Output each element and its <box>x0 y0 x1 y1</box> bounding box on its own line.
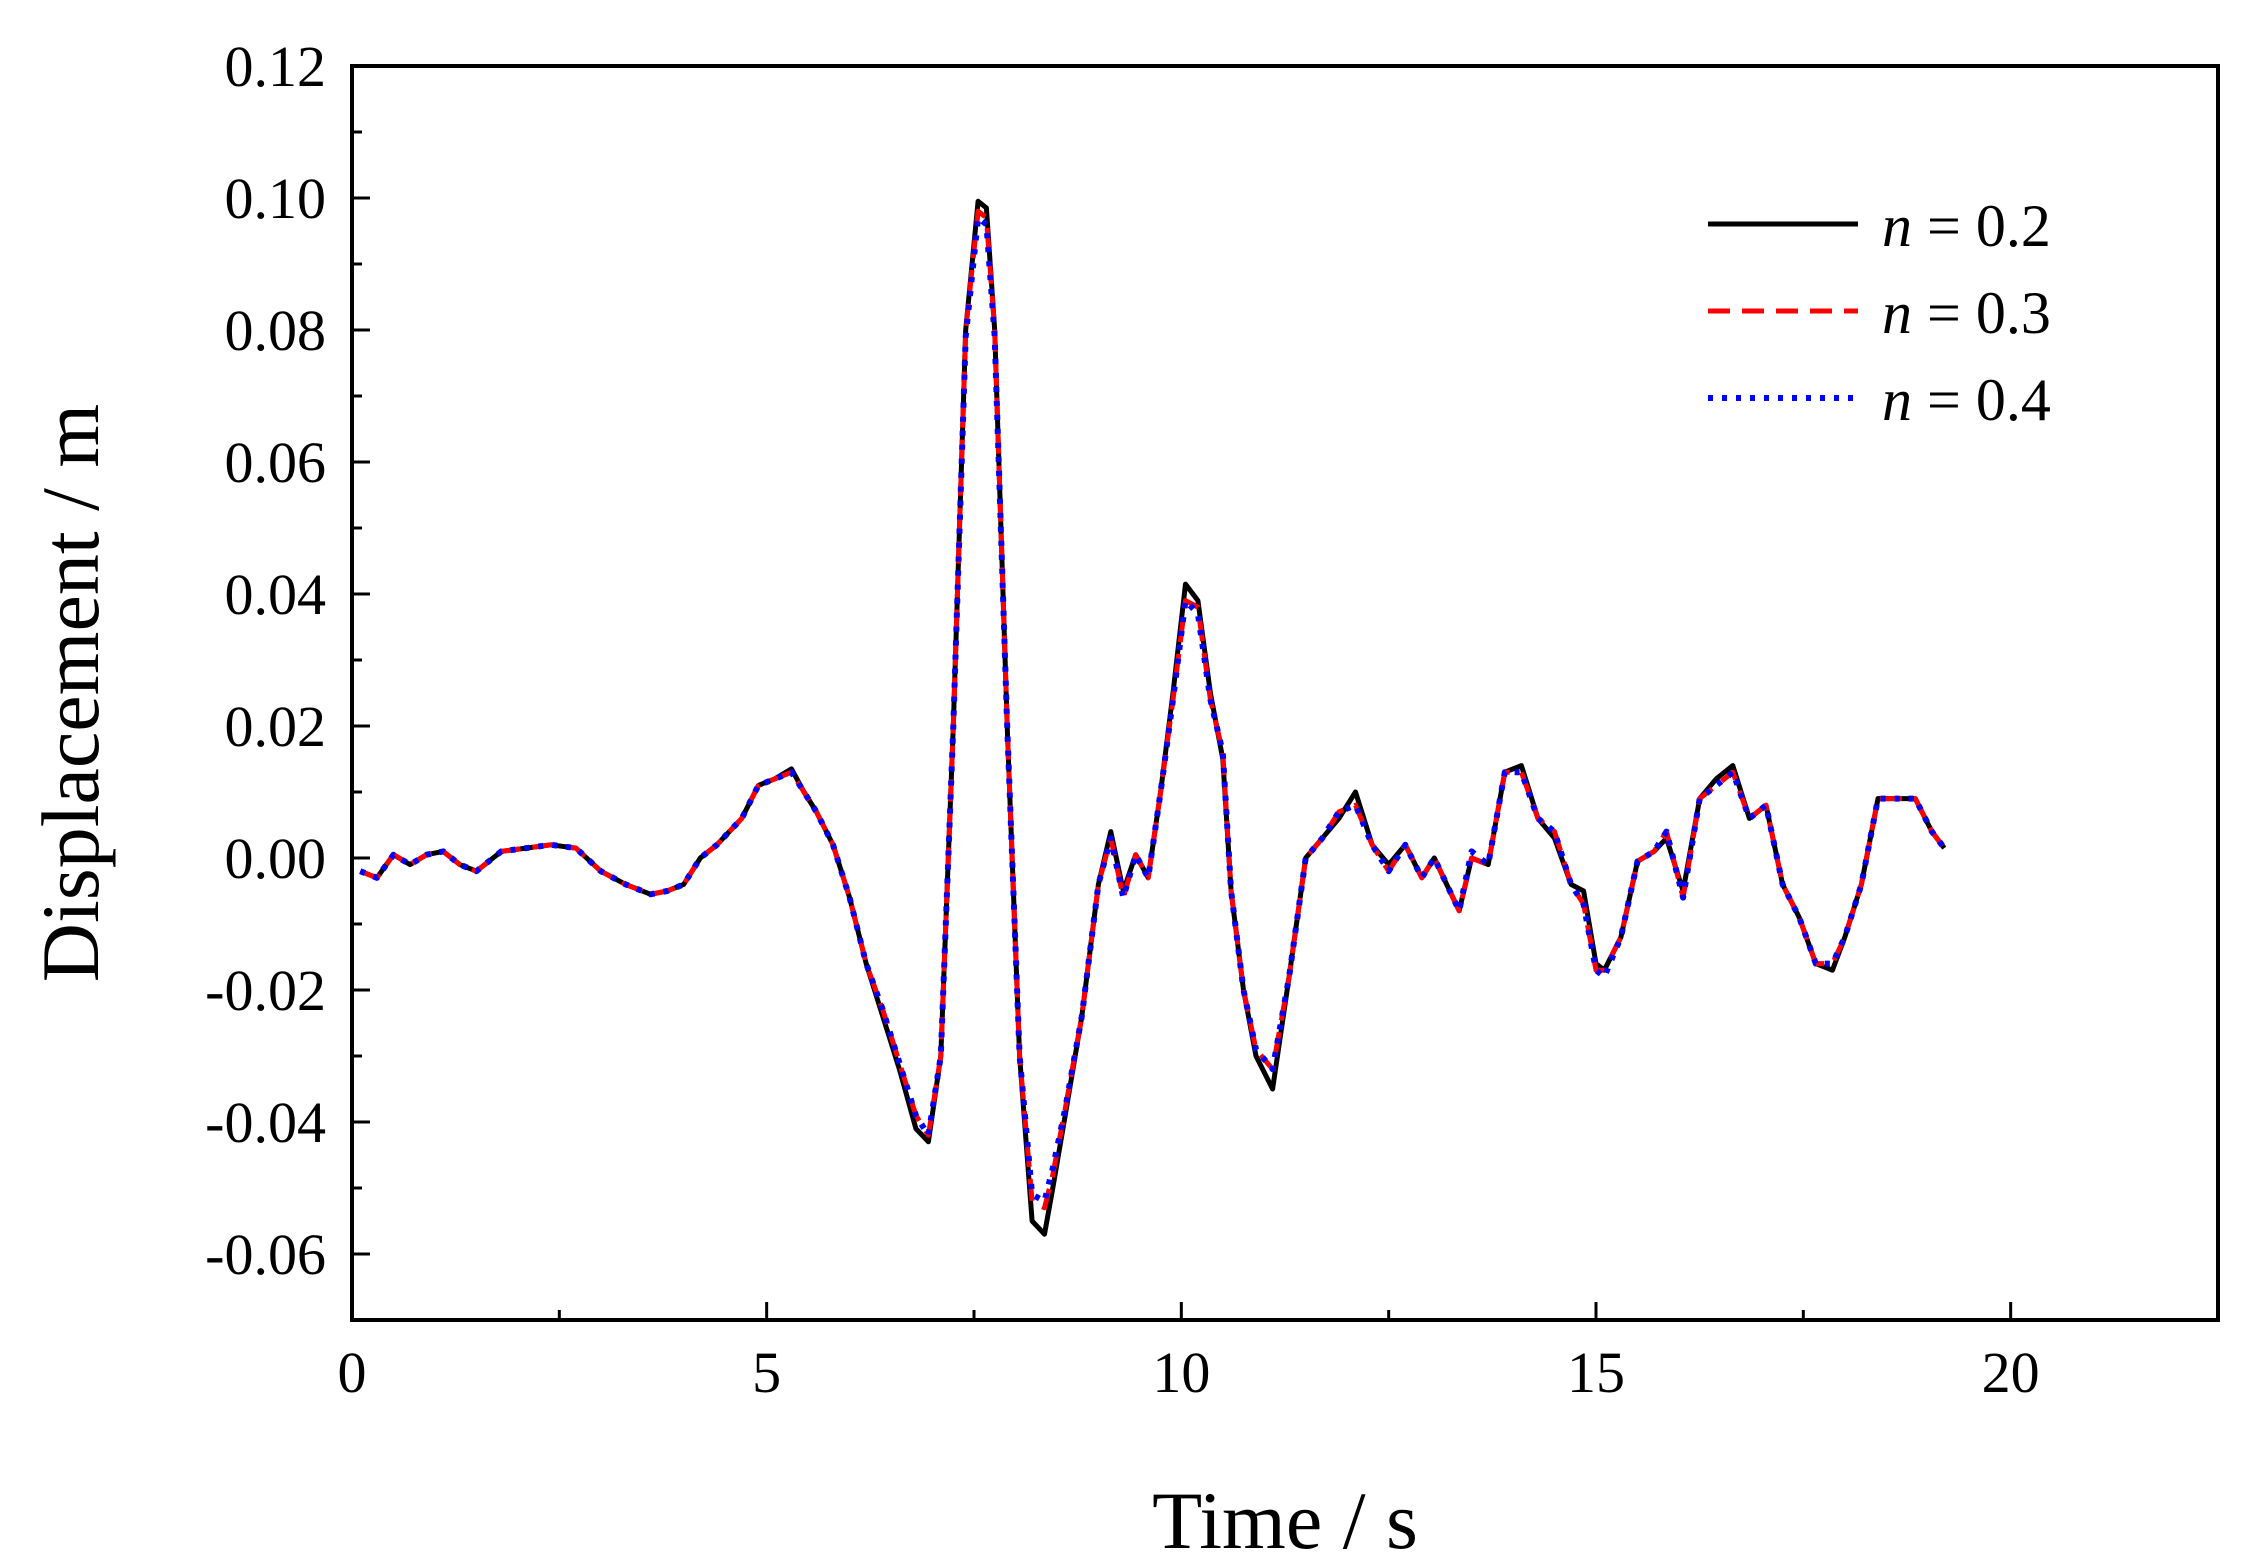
x-tick-label: 20 <box>1982 1340 2040 1405</box>
series-line-1 <box>359 198 1947 1237</box>
x-axis-title: Time / s <box>1152 1475 1418 1566</box>
y-tick-label: 0.06 <box>225 430 327 495</box>
plot-frame <box>350 64 2220 1322</box>
y-tick-label: 0.12 <box>225 34 327 99</box>
y-tick-label: -0.02 <box>205 958 326 1023</box>
legend: n = 0.2 n = 0.3 n = 0.4 <box>1708 193 2051 433</box>
legend-label-n02: n = 0.2 <box>1882 193 2051 259</box>
series-lines <box>359 198 1947 1237</box>
y-tick-label: 0.02 <box>225 694 327 759</box>
x-tick-label: 15 <box>1567 1340 1625 1405</box>
axis-tick-labels: 0 5 10 15 20 -0.06 -0.04 -0.02 0.00 0.02 0.04 0.06 0… <box>205 34 2039 1405</box>
series-line-2 <box>359 208 1947 1211</box>
legend-label-n03: n = 0.3 <box>1882 280 2051 346</box>
x-tick-label: 5 <box>752 1340 781 1405</box>
x-tick-label: 10 <box>1152 1340 1210 1405</box>
y-axis-title: Displacement / m <box>25 404 116 982</box>
x-tick-label: 0 <box>338 1340 367 1405</box>
y-tick-label: 0.04 <box>225 562 327 627</box>
y-tick-label: 0.10 <box>225 166 327 231</box>
axis-ticks <box>350 64 2013 1322</box>
y-tick-label: 0.08 <box>225 298 327 363</box>
series-line-3 <box>359 214 1947 1205</box>
y-tick-label: -0.04 <box>205 1090 326 1155</box>
y-tick-label: 0.00 <box>225 826 327 891</box>
y-tick-label: -0.06 <box>205 1222 326 1287</box>
legend-label-n04: n = 0.4 <box>1882 367 2051 433</box>
